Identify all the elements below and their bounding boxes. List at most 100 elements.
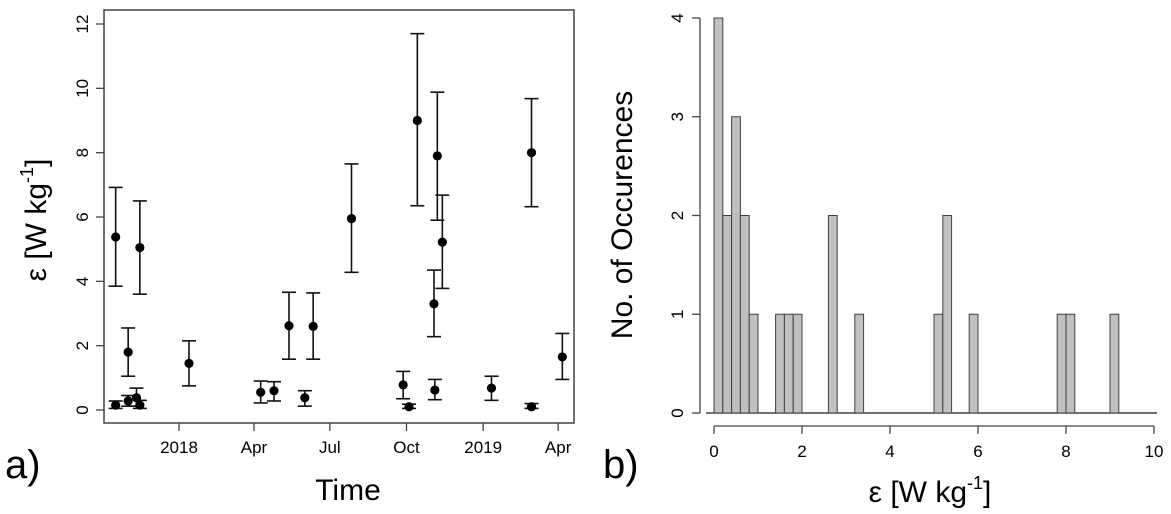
panel-a-point-marker <box>429 299 439 309</box>
panel-a-point-marker <box>111 400 121 410</box>
panel-a-y-tick-label: 2 <box>73 341 92 350</box>
panel-a-data-point <box>484 375 499 402</box>
panel-a-data-point <box>555 332 570 381</box>
panel-b-y-tick-label: 4 <box>668 13 687 22</box>
panel-a-data-point <box>132 200 147 296</box>
panel-a-y-tick-label: 6 <box>73 212 92 221</box>
panel-a-x-tick-label: Oct <box>393 438 420 457</box>
panel-a-plot-frame <box>103 9 575 424</box>
panel-b-histogram-bar <box>748 313 759 414</box>
panel-a-point-marker <box>557 352 567 362</box>
panel-a-data-point <box>182 340 196 387</box>
panel-a-data-point <box>306 292 321 360</box>
panel-a-data-point <box>524 97 539 208</box>
panel-a-point-marker <box>526 402 537 412</box>
panel-a-x-tick-label: Apr <box>241 438 268 457</box>
panel-b-x-axis-title-close: ] <box>983 476 991 509</box>
panel-b-histogram-bar <box>731 116 741 414</box>
panel-a-time-series: 0 2 4 6 8 10 12 2018 Apr Jul Oct 2019 Apr ε [W kg-1… <box>5 9 575 507</box>
panel-b-histogram-bar <box>792 313 803 414</box>
panel-a-y-axis-title: ε [W kg-1] <box>17 159 53 282</box>
panel-b-histogram-bar <box>739 215 750 414</box>
panel-b-histogram-bar <box>827 215 838 414</box>
panel-a-point-marker <box>256 387 266 397</box>
panel-a-x-axis-title: Time <box>315 474 381 507</box>
panel-a-data-point <box>121 327 136 378</box>
panel-a-point-marker <box>404 402 414 412</box>
panel-a-y-tick-label: 12 <box>73 15 92 34</box>
panel-a-point-marker <box>284 321 294 331</box>
panel-a-point-marker <box>269 386 279 396</box>
panel-b-x-tick-label: 8 <box>1061 442 1070 461</box>
panel-a-point-marker <box>486 383 497 393</box>
panel-a-data-point <box>410 32 425 207</box>
panel-b-label: b) <box>603 443 639 487</box>
panel-b-histogram-bar <box>942 215 953 414</box>
panel-a-data-point <box>267 380 281 402</box>
panel-a-point-marker <box>135 242 145 253</box>
panel-a-data-point <box>297 389 312 407</box>
panel-b-y-tick-label: 1 <box>668 310 687 319</box>
panel-b-y-tick-label: 3 <box>668 112 687 121</box>
panel-b-histogram-bar <box>933 313 944 414</box>
panel-a-x-tick-label: 2019 <box>464 438 502 457</box>
panel-b-x-tick-label: 0 <box>709 442 718 461</box>
panel-b-x-axis: 0 2 4 6 8 10 <box>709 425 1163 461</box>
panel-a-data-point <box>132 399 147 410</box>
panel-b-x-axis-title: ε [W kg-1] <box>869 473 992 509</box>
panel-b-x-tick-label: 4 <box>885 442 894 461</box>
panel-a-point-marker <box>526 148 537 158</box>
panel-a-y-axis-title-main: ε [W kg <box>20 183 53 281</box>
panel-b-histogram-bar <box>1109 313 1120 414</box>
panel-b-histogram-bar <box>783 313 794 414</box>
panel-a-point-marker <box>111 232 121 242</box>
panel-a-data-point <box>435 194 450 290</box>
panel-a-data-point <box>282 291 296 360</box>
panel-a-point-marker <box>308 321 318 331</box>
panel-a-point-marker <box>437 237 447 247</box>
panel-b-histogram-bar <box>713 17 724 414</box>
panel-a-y-tick-label: 4 <box>73 277 92 286</box>
panel-b-histogram-bar <box>722 215 733 414</box>
panel-b-x-axis-title-main: ε [W kg <box>869 476 967 509</box>
panel-a-point-marker <box>184 358 194 368</box>
panel-a-data-point <box>524 402 539 412</box>
panel-b-histogram-bar <box>1056 313 1067 414</box>
panel-a-data-point <box>108 186 123 287</box>
panel-a-point-marker <box>346 214 357 224</box>
panel-b-histogram-bar <box>854 313 865 414</box>
panel-a-x-axis: 2018 Apr Jul Oct 2019 Apr <box>160 423 572 457</box>
panel-b-x-tick-label: 6 <box>973 442 982 461</box>
panel-a-point-marker <box>430 385 440 395</box>
panel-b-y-tick-label: 0 <box>668 408 687 417</box>
panel-a-y-tick-label: 0 <box>73 405 92 414</box>
panel-b-y-tick-label: 2 <box>668 211 687 220</box>
panel-b-histogram: 0 1 2 3 4 0 2 4 6 8 10 No. of Occurences ε [W kg-… <box>603 13 1163 509</box>
panel-b-y-axis: 0 1 2 3 4 <box>668 13 701 418</box>
panel-a-y-tick-label: 10 <box>73 79 92 98</box>
panel-b-histogram-bar <box>775 313 785 414</box>
panel-b-x-axis-title-superscript: -1 <box>967 473 983 493</box>
panel-a-data-point <box>402 402 416 412</box>
panel-a-y-axis-title-close: ] <box>20 159 53 167</box>
panel-a-x-tick-label: Apr <box>545 438 572 457</box>
panel-a-point-marker <box>135 400 145 410</box>
panel-a-point-marker <box>123 396 133 406</box>
panel-a-x-tick-label: 2018 <box>160 438 198 457</box>
panel-a-point-marker <box>123 347 133 357</box>
panel-a-data-point <box>427 378 442 401</box>
panel-b-x-tick-label: 2 <box>797 442 806 461</box>
panel-a-label: a) <box>5 443 41 487</box>
panel-b-bars <box>713 17 1120 414</box>
panel-a-data-point <box>344 163 359 274</box>
panel-b-y-axis-title: No. of Occurences <box>606 91 639 339</box>
panel-a-data-points <box>108 32 570 412</box>
panel-a-point-marker <box>432 151 442 161</box>
panel-a-data-point <box>396 370 411 400</box>
panel-a-y-tick-label: 8 <box>73 148 92 157</box>
panel-a-data-point <box>108 400 123 410</box>
panel-a-point-marker <box>300 393 310 403</box>
panel-a-point-marker <box>398 380 408 390</box>
panel-a-data-point <box>427 269 441 338</box>
